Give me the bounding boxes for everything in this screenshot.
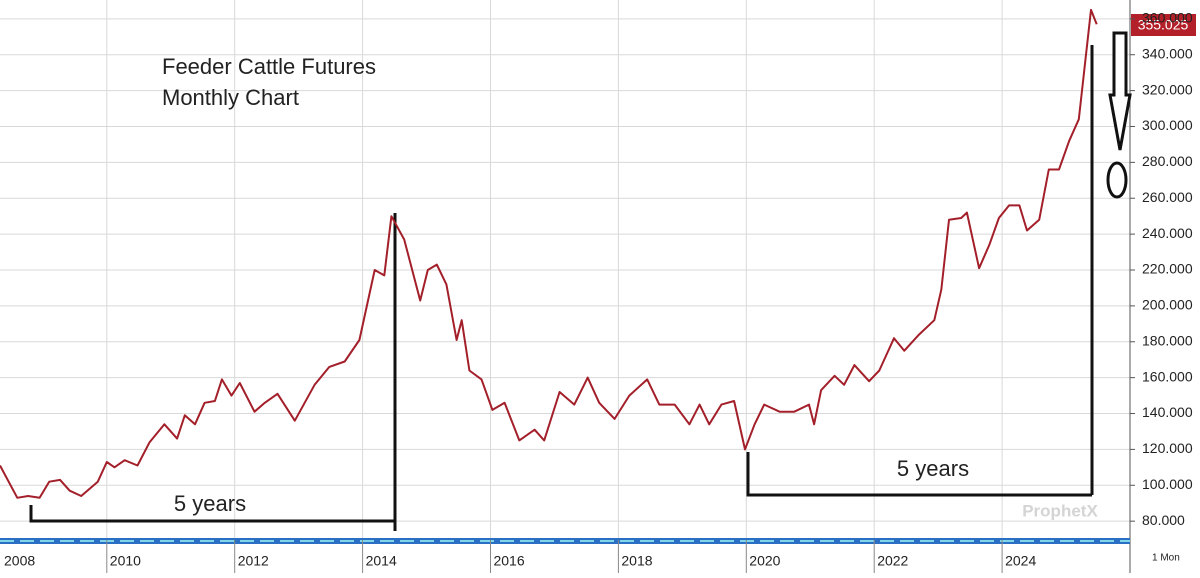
chart-title: Feeder Cattle Futures <box>162 54 376 79</box>
y-tick-label: 180.000 <box>1142 332 1193 348</box>
price-box <box>1131 14 1196 36</box>
watermark: ProphetX <box>1022 501 1098 520</box>
y-tick-label: 280.000 <box>1142 153 1193 169</box>
grid <box>0 0 1130 540</box>
y-tick-label: 300.000 <box>1142 117 1193 133</box>
x-tick-label: 2016 <box>493 553 524 569</box>
y-tick-label: 240.000 <box>1142 225 1193 241</box>
bracket <box>29 45 1094 531</box>
price-label: 355.025 <box>1138 17 1189 33</box>
price-line <box>0 8 1098 499</box>
x-tick-label: 2018 <box>621 553 652 569</box>
y-tick-label: 360.000 <box>1142 10 1193 26</box>
y-tick-label: 200.000 <box>1142 297 1193 313</box>
x-tick-label: 2010 <box>110 553 141 569</box>
y-tick-label: 140.000 <box>1142 404 1193 420</box>
x-tick-label: 2012 <box>238 553 269 569</box>
x-tick-label: 2014 <box>366 553 397 569</box>
bracket-line <box>746 452 1092 497</box>
y-tick-label: 100.000 <box>1142 476 1193 492</box>
bracket-line <box>29 505 395 523</box>
x-tick-label: 2008 <box>4 553 35 569</box>
y-tick-label: 320.000 <box>1142 81 1193 97</box>
y-tick-label: 260.000 <box>1142 189 1193 205</box>
marks <box>0 8 1098 499</box>
annotation: 5 years <box>174 491 246 516</box>
y-tick-label: 220.000 <box>1142 261 1193 277</box>
y-tick-label: 340.000 <box>1142 45 1193 61</box>
x-tick-label: 2020 <box>749 553 780 569</box>
x-tick-label: 2024 <box>1005 553 1036 569</box>
chart-subtitle: Monthly Chart <box>162 85 299 110</box>
y-tick-label: 160.000 <box>1142 368 1193 384</box>
circle-marker <box>1106 161 1128 199</box>
annotation: 5 years <box>897 456 969 481</box>
x-tick-label: 2022 <box>877 553 908 569</box>
period-label: 1 Mon <box>1152 553 1180 564</box>
y-tick-label: 120.000 <box>1142 440 1193 456</box>
y-tick-label: 80.000 <box>1142 512 1185 528</box>
arrow <box>1108 31 1132 151</box>
